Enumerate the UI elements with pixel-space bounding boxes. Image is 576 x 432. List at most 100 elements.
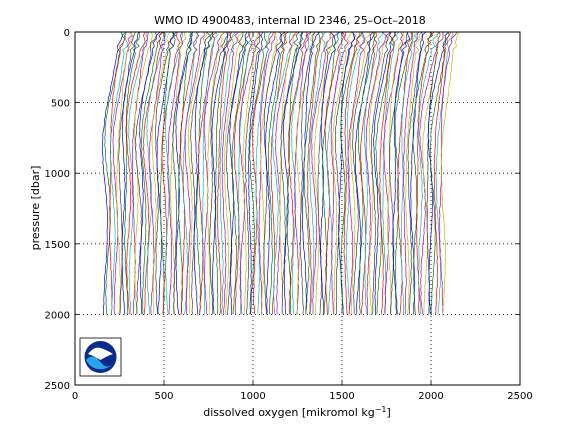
profile-line bbox=[142, 31, 165, 315]
profile-line bbox=[159, 31, 178, 315]
profile-line bbox=[249, 31, 268, 315]
profile-line bbox=[184, 31, 205, 315]
profile-line bbox=[307, 31, 324, 315]
profile-line bbox=[267, 31, 287, 315]
profile-line bbox=[302, 31, 321, 315]
profile-line bbox=[433, 31, 452, 315]
profile-line bbox=[286, 31, 304, 315]
profile-line bbox=[340, 31, 363, 315]
x-tick-label: 1000 bbox=[240, 391, 265, 402]
profile-line bbox=[221, 31, 240, 315]
profile-line bbox=[242, 31, 260, 315]
profile-line bbox=[164, 31, 184, 315]
profile-line bbox=[112, 31, 133, 315]
profile-line bbox=[252, 31, 274, 315]
profile-line bbox=[172, 31, 193, 315]
profile-line bbox=[179, 31, 200, 315]
profile-line bbox=[358, 31, 376, 315]
profile-line bbox=[244, 31, 261, 315]
x-axis-label: dissolved oxygen [mikromol kg−1] bbox=[203, 405, 391, 419]
profile-line bbox=[203, 31, 226, 315]
profile-line bbox=[116, 31, 134, 315]
profile-line bbox=[211, 31, 229, 315]
y-tick-label: 0 bbox=[64, 28, 70, 39]
profile-line bbox=[141, 31, 163, 315]
profile-line bbox=[109, 31, 127, 315]
profile-line bbox=[167, 31, 184, 315]
profile-line bbox=[371, 31, 392, 315]
x-ticks: 0 500 1000 1500 2000 2500 bbox=[72, 32, 533, 402]
profile-line bbox=[309, 31, 326, 315]
profile-line bbox=[412, 31, 434, 315]
x-tick-label: 2500 bbox=[507, 391, 532, 402]
profile-line bbox=[403, 31, 419, 315]
profile-line bbox=[282, 31, 304, 315]
profile-line bbox=[352, 31, 375, 315]
profile-line bbox=[368, 31, 391, 315]
profile-line bbox=[219, 31, 237, 315]
y-tick-label: 1000 bbox=[45, 169, 70, 180]
profile-line bbox=[303, 31, 321, 315]
profile-line bbox=[223, 31, 244, 315]
profile-line bbox=[311, 31, 331, 315]
profile-line bbox=[321, 31, 339, 315]
profile-line bbox=[109, 31, 129, 315]
profile-line bbox=[294, 31, 312, 315]
profile-line bbox=[279, 31, 298, 315]
profile-line bbox=[101, 31, 123, 315]
profile-line bbox=[209, 31, 228, 315]
profile-line bbox=[382, 31, 399, 315]
profile-line bbox=[231, 31, 250, 315]
chart-title: WMO ID 4900483, internal ID 2346, 25–Oct… bbox=[154, 14, 426, 27]
profile-line bbox=[216, 31, 233, 315]
profile-line bbox=[407, 31, 424, 315]
profile-line bbox=[416, 31, 435, 315]
grid-lines bbox=[75, 32, 520, 385]
profile-line bbox=[187, 31, 208, 315]
profile-line bbox=[405, 31, 423, 315]
profile-line bbox=[418, 31, 440, 315]
profile-line bbox=[124, 31, 140, 315]
profile-line bbox=[313, 31, 334, 315]
profile-line bbox=[121, 31, 139, 315]
plot-frame bbox=[74, 31, 521, 386]
profile-line bbox=[215, 31, 231, 315]
plot-area bbox=[75, 32, 520, 385]
y-axis-label: pressure [dbar] bbox=[29, 166, 42, 251]
profile-line bbox=[365, 31, 387, 315]
profile-line bbox=[151, 31, 171, 315]
profile-line bbox=[255, 31, 272, 315]
profile-line bbox=[299, 31, 316, 315]
profile-line bbox=[177, 31, 193, 315]
profile-line bbox=[169, 31, 186, 315]
y-tick-label: 500 bbox=[51, 99, 70, 110]
profile-line bbox=[426, 31, 444, 315]
profile-line bbox=[139, 31, 161, 315]
y-tick-label: 1500 bbox=[45, 240, 70, 251]
x-tick-label: 500 bbox=[154, 391, 173, 402]
profile-line bbox=[337, 31, 356, 315]
profile-line bbox=[427, 31, 450, 315]
profile-line bbox=[272, 31, 293, 315]
profile-line bbox=[202, 31, 218, 315]
profile-line bbox=[383, 31, 403, 315]
y-tick-label: 2500 bbox=[45, 381, 70, 392]
profile-line bbox=[275, 31, 297, 315]
profile-line bbox=[400, 31, 420, 315]
noaa-logo bbox=[79, 337, 122, 377]
profile-line bbox=[248, 31, 264, 315]
profile-line bbox=[175, 31, 194, 315]
profile-line bbox=[330, 31, 349, 315]
x-tick-label: 1500 bbox=[329, 391, 354, 402]
profile-line bbox=[291, 31, 312, 315]
profile-line bbox=[332, 31, 353, 315]
y-ticks: 0 500 1000 1500 2000 2500 bbox=[45, 28, 520, 392]
profile-line bbox=[440, 31, 460, 315]
profile-line bbox=[320, 31, 341, 315]
profile-line bbox=[410, 31, 427, 315]
x-tick-label: 2000 bbox=[418, 391, 443, 402]
profile-line bbox=[392, 31, 411, 315]
profile-line bbox=[343, 31, 361, 315]
profile-line bbox=[347, 31, 365, 315]
